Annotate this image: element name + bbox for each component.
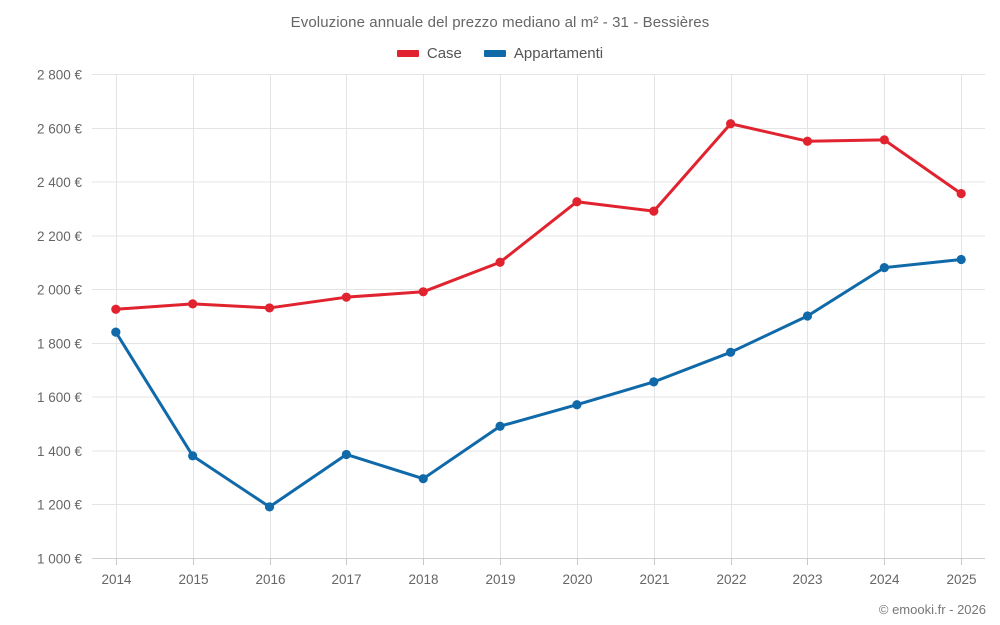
y-tick-label: 1 400 € bbox=[37, 444, 83, 459]
y-axis-labels: 1 000 € 1 200 € 1 400 € 1 600 € 1 800 € 2 000… bbox=[37, 68, 83, 567]
data-point[interactable] bbox=[802, 311, 813, 321]
y-tick-label: 1 200 € bbox=[37, 498, 83, 513]
x-tick-label: 2024 bbox=[869, 572, 900, 587]
y-tick-label: 2 000 € bbox=[37, 283, 83, 298]
legend-item-case[interactable]: Case bbox=[396, 45, 462, 62]
x-tick-label: 2015 bbox=[178, 572, 208, 587]
grid-layer bbox=[92, 74, 985, 565]
x-tick-label: 2025 bbox=[946, 572, 976, 587]
legend-label-appartamenti: Appartamenti bbox=[513, 45, 604, 62]
data-point[interactable] bbox=[495, 421, 505, 431]
series-line-appartamenti bbox=[114, 258, 963, 509]
y-tick-label: 1 600 € bbox=[37, 390, 83, 405]
data-point[interactable] bbox=[802, 136, 813, 146]
data-point[interactable] bbox=[572, 400, 582, 410]
data-point[interactable] bbox=[111, 304, 121, 314]
data-series-layer bbox=[111, 119, 966, 512]
x-tick-label: 2014 bbox=[101, 572, 132, 587]
legend-item-appartamenti[interactable]: Appartamenti bbox=[483, 45, 604, 62]
data-point[interactable] bbox=[495, 257, 505, 267]
legend-swatch-case bbox=[396, 50, 419, 57]
y-tick-label: 2 400 € bbox=[37, 175, 83, 190]
x-tick-label: 2018 bbox=[408, 572, 438, 587]
data-point[interactable] bbox=[418, 287, 428, 297]
footer-credit: © emooki.fr - 2026 bbox=[878, 602, 986, 617]
data-point[interactable] bbox=[264, 303, 275, 313]
x-axis-labels: 2014 2015 2016 2017 2018 2019 2020 2021 2022 2023… bbox=[101, 572, 976, 587]
chart-title: Evoluzione annuale del prezzo mediano al… bbox=[290, 14, 710, 31]
chart-legend: Case Appartamenti bbox=[0, 45, 1000, 62]
data-point[interactable] bbox=[418, 474, 428, 484]
legend-swatch-appartamenti bbox=[483, 50, 506, 57]
data-point[interactable] bbox=[188, 451, 198, 461]
data-point[interactable] bbox=[726, 347, 736, 357]
data-point[interactable] bbox=[879, 263, 889, 273]
x-tick-label: 2016 bbox=[255, 572, 285, 587]
y-tick-label: 1 800 € bbox=[37, 336, 83, 351]
y-tick-label: 2 800 € bbox=[37, 68, 83, 83]
x-tick-label: 2020 bbox=[562, 572, 592, 587]
data-point[interactable] bbox=[956, 189, 966, 199]
data-point[interactable] bbox=[956, 254, 966, 265]
x-tick-label: 2021 bbox=[639, 572, 669, 587]
data-point[interactable] bbox=[188, 299, 198, 309]
data-point[interactable] bbox=[264, 502, 275, 512]
data-point[interactable] bbox=[879, 135, 889, 145]
y-tick-label: 1 000 € bbox=[37, 552, 83, 567]
data-point[interactable] bbox=[649, 206, 659, 216]
x-tick-label: 2019 bbox=[485, 572, 515, 587]
legend-label-case: Case bbox=[426, 45, 462, 62]
x-tick-label: 2023 bbox=[792, 572, 822, 587]
data-point[interactable] bbox=[649, 377, 659, 387]
x-tick-label: 2017 bbox=[331, 572, 361, 587]
data-point[interactable] bbox=[341, 449, 351, 460]
data-point[interactable] bbox=[572, 197, 582, 207]
x-tick-label: 2022 bbox=[716, 572, 746, 587]
data-point[interactable] bbox=[341, 292, 351, 302]
y-tick-label: 2 600 € bbox=[37, 121, 83, 136]
series-line-case bbox=[114, 122, 963, 311]
data-point[interactable] bbox=[111, 327, 121, 337]
y-tick-label: 2 200 € bbox=[37, 229, 83, 244]
data-point[interactable] bbox=[726, 119, 736, 129]
